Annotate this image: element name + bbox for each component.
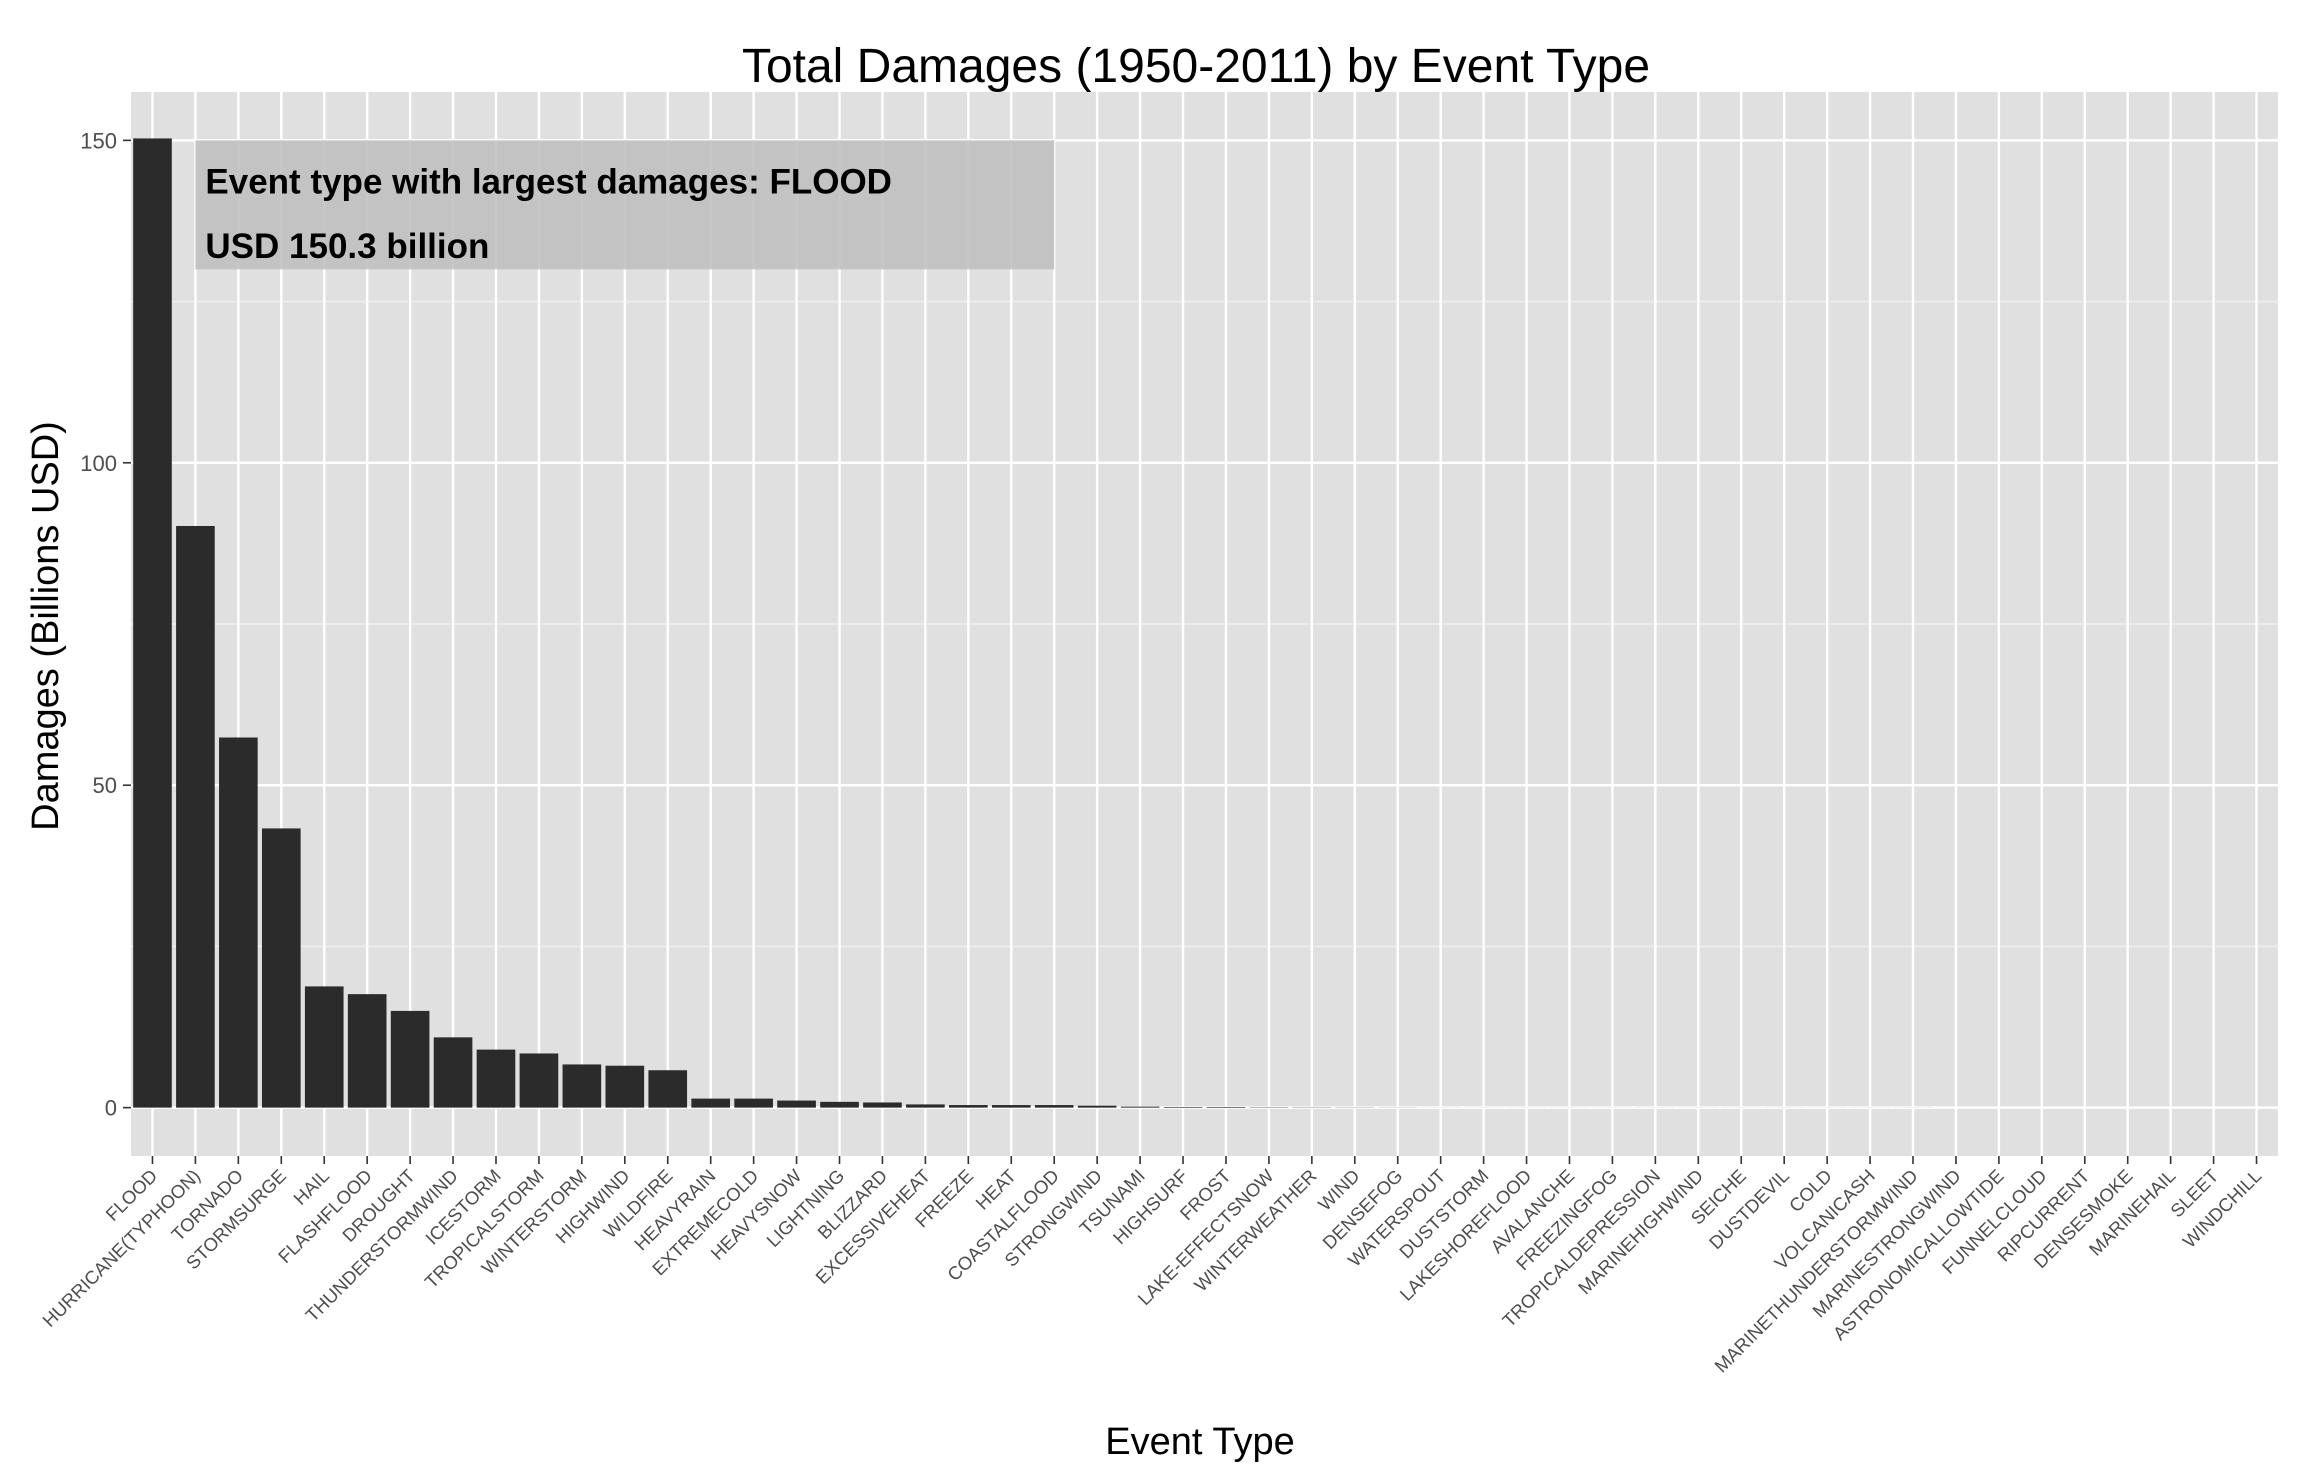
y-tick-label: 0	[105, 1096, 117, 1121]
minor-gridlines	[131, 300, 2278, 948]
annotation-line-1: Event type with largest damages: FLOOD	[205, 163, 892, 202]
bar	[562, 1064, 602, 1108]
bar	[691, 1098, 731, 1108]
bar	[777, 1100, 816, 1108]
bar	[949, 1105, 988, 1108]
x-axis: FLOODHURRICANE(TYPHOON)TORNADOSTORMSURGE…	[38, 1156, 2265, 1377]
y-tick-label: 50	[93, 773, 117, 798]
bar	[304, 986, 344, 1108]
y-tick-label: 100	[80, 451, 117, 476]
bar	[261, 828, 301, 1108]
bar	[476, 1049, 516, 1108]
bar	[1120, 1106, 1160, 1108]
chart-title: Total Damages (1950-2011) by Event Type	[742, 40, 1650, 93]
bar	[133, 138, 172, 1108]
x-axis-title: Event Type	[1105, 1421, 1294, 1463]
y-axis-title: Damages (Billions USD)	[25, 421, 67, 831]
bar	[1206, 1106, 1246, 1108]
bar	[433, 1037, 473, 1108]
bars	[133, 138, 1933, 1108]
bar	[390, 1010, 430, 1108]
bar	[734, 1098, 773, 1108]
bar	[176, 525, 215, 1108]
annotation-box	[195, 140, 1055, 270]
bar	[1163, 1106, 1203, 1108]
bar	[820, 1101, 859, 1108]
bar	[991, 1105, 1031, 1108]
y-axis: 0 50 100 150	[80, 128, 131, 1121]
bar	[219, 737, 258, 1108]
bar	[1077, 1105, 1117, 1108]
bar	[347, 994, 387, 1108]
bar	[519, 1053, 559, 1108]
y-tick-label: 150	[80, 128, 117, 153]
annotation: Event type with largest damages: FLOOD U…	[195, 140, 1055, 270]
annotation-line-2: USD 150.3 billion	[205, 227, 489, 266]
bar	[906, 1104, 945, 1108]
bar	[648, 1070, 688, 1108]
bar	[605, 1065, 645, 1108]
bar	[1034, 1105, 1074, 1108]
bar	[863, 1102, 902, 1108]
